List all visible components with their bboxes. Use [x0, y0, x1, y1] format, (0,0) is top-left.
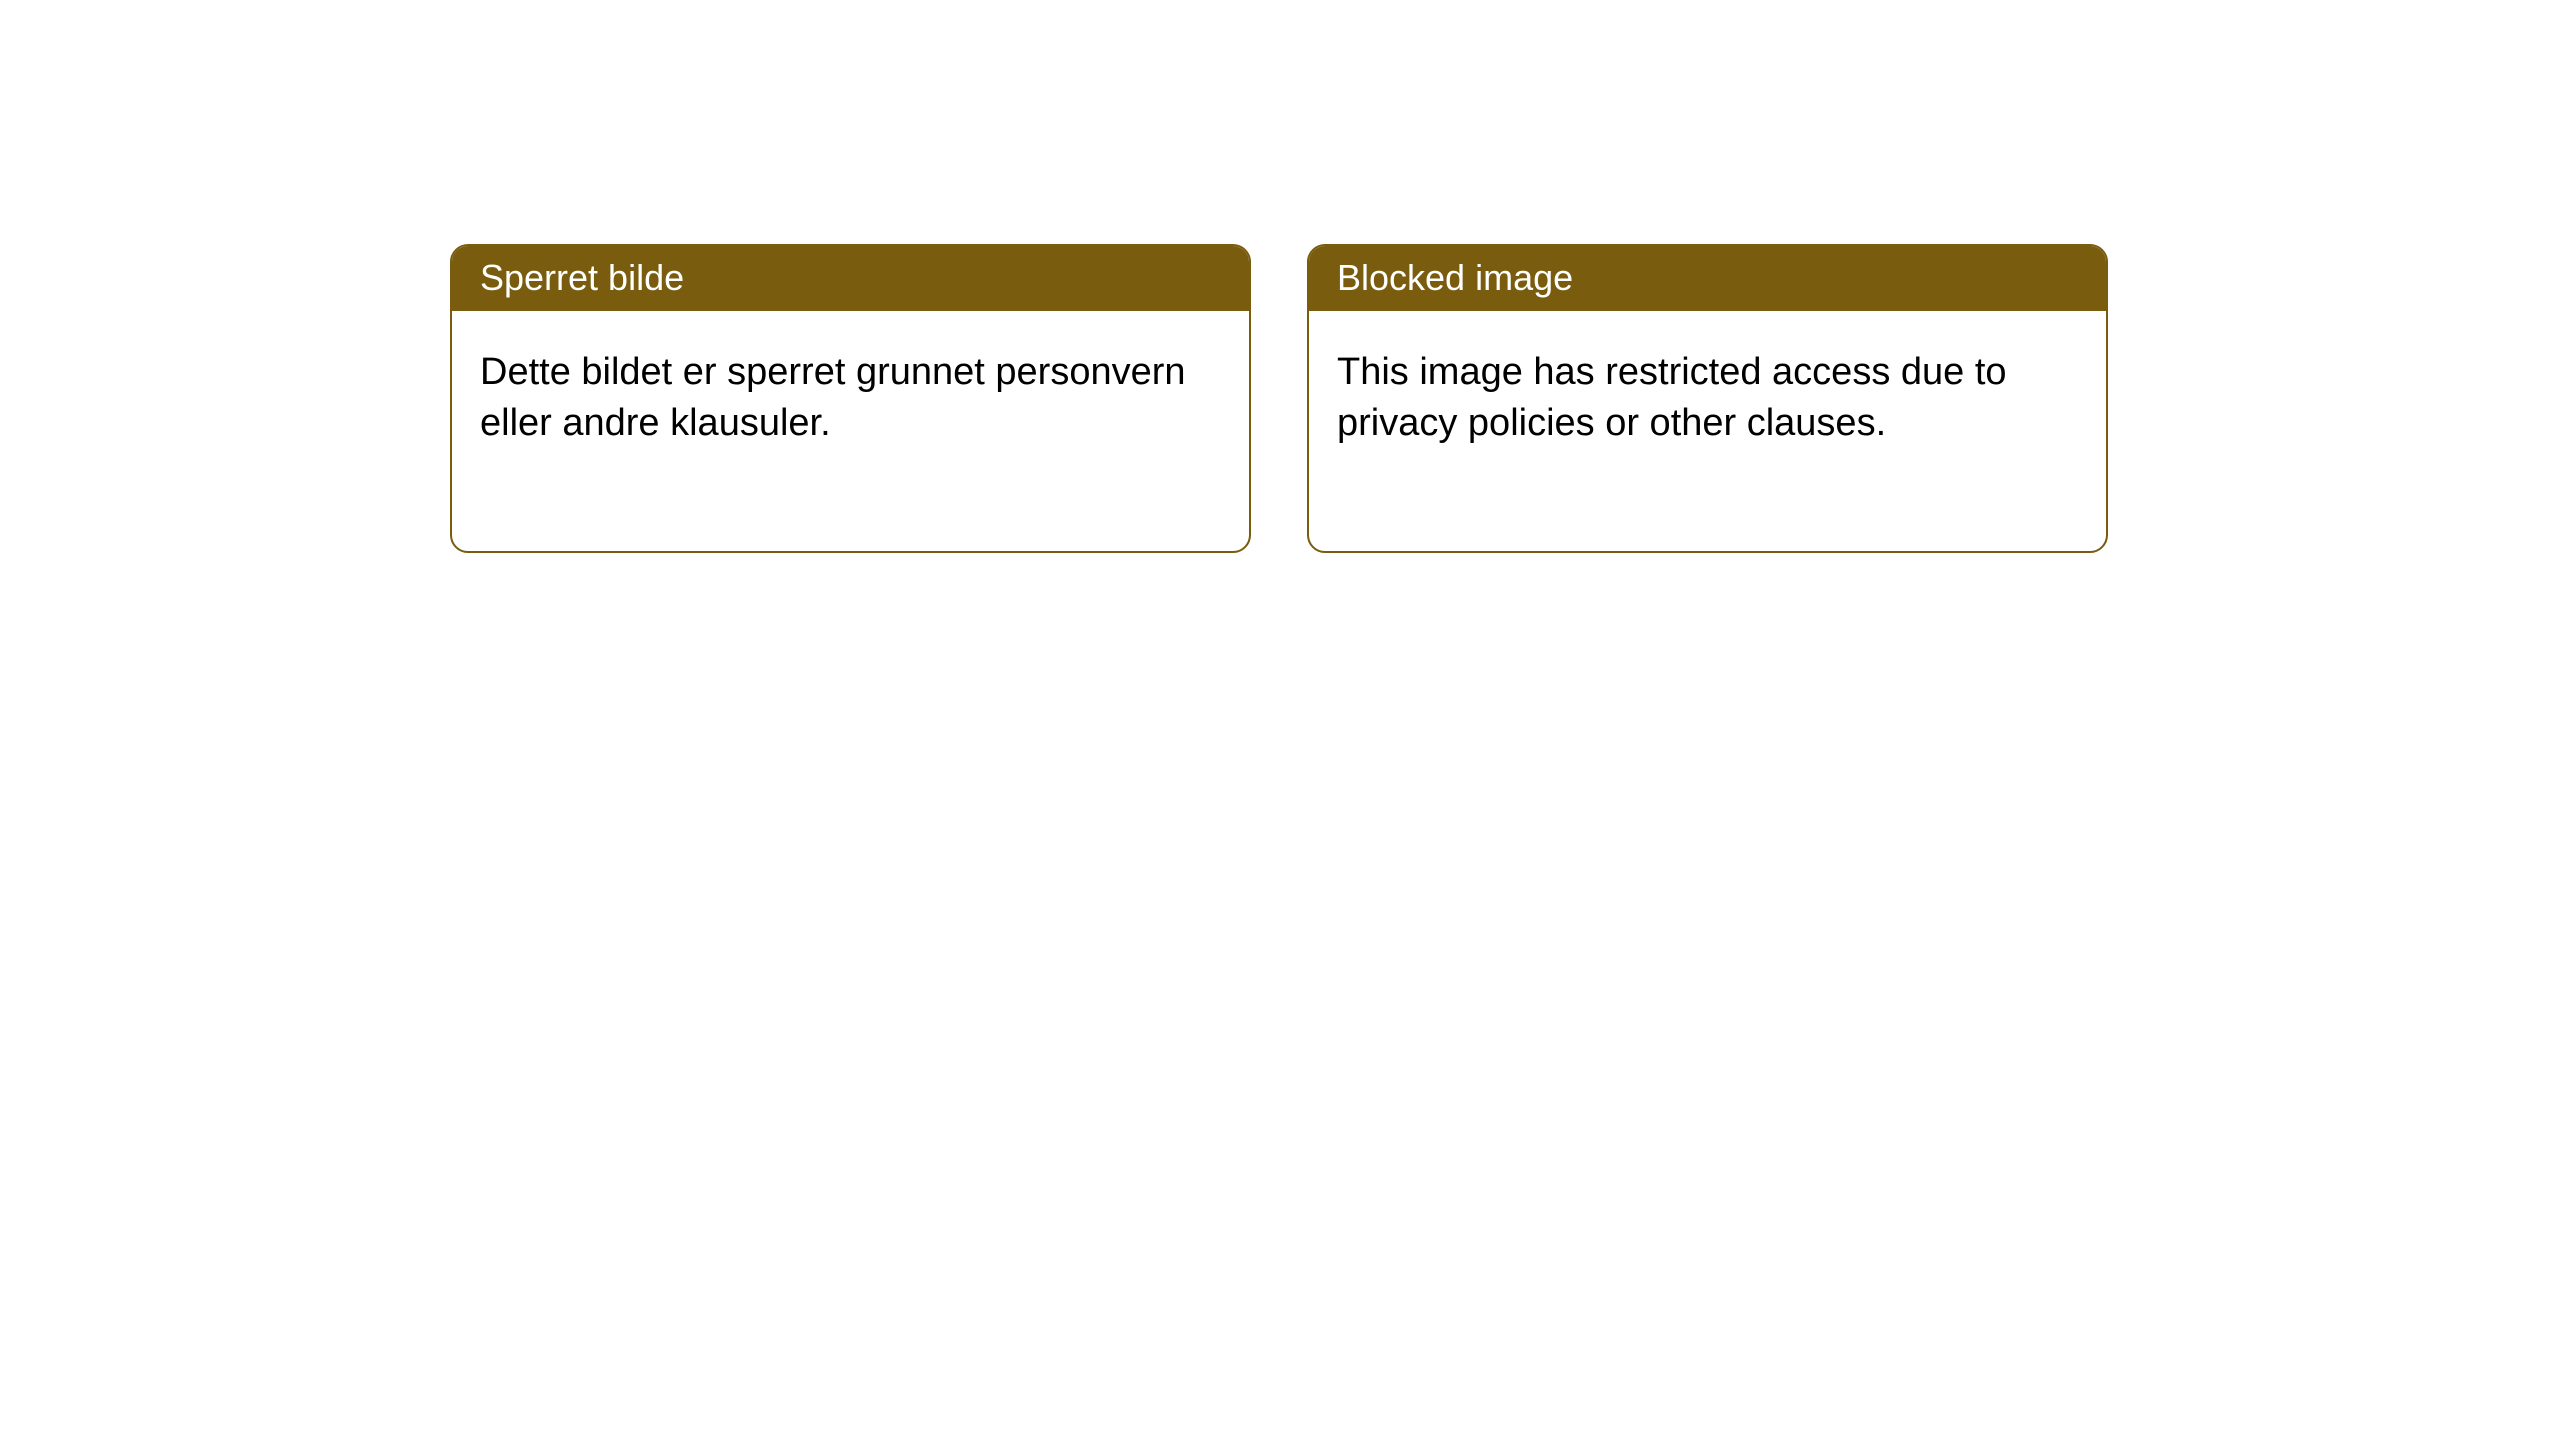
notice-body-no: Dette bildet er sperret grunnet personve…: [452, 311, 1249, 551]
blocked-image-notice-en: Blocked image This image has restricted …: [1307, 244, 2108, 553]
blocked-image-notices: Sperret bilde Dette bildet er sperret gr…: [450, 244, 2108, 553]
notice-title-en: Blocked image: [1309, 246, 2106, 311]
notice-title-no: Sperret bilde: [452, 246, 1249, 311]
blocked-image-notice-no: Sperret bilde Dette bildet er sperret gr…: [450, 244, 1251, 553]
notice-body-en: This image has restricted access due to …: [1309, 311, 2106, 551]
